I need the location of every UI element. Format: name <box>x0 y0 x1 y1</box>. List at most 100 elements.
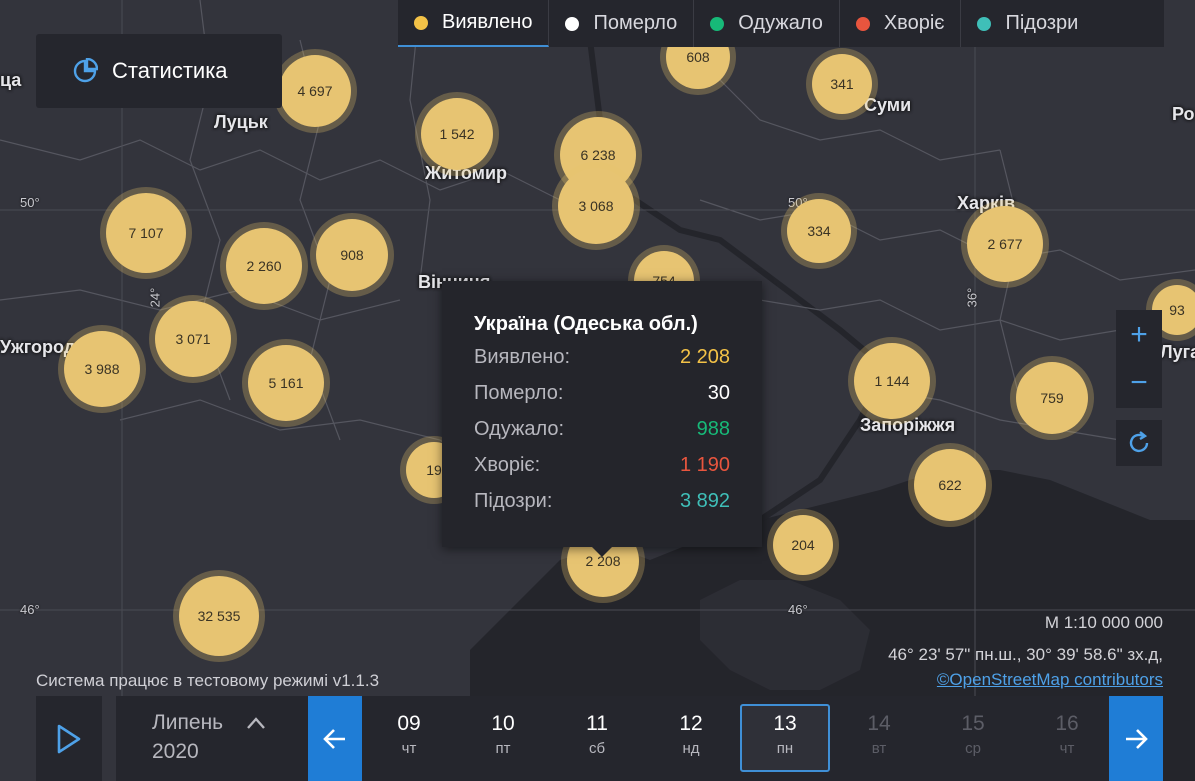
statistics-label: Статистика <box>112 58 228 83</box>
zoom-out-button[interactable]: − <box>1130 366 1148 399</box>
cluster-marker[interactable]: 908 <box>310 213 394 297</box>
cluster-marker[interactable]: 3 988 <box>58 325 146 413</box>
longitude-label: 36° <box>964 287 980 308</box>
cluster-marker[interactable]: 1 144 <box>848 337 936 425</box>
map-scale: М 1:10 000 000 <box>1044 613 1163 632</box>
osm-attribution-link[interactable]: ©OpenStreetMap contributors <box>936 670 1163 689</box>
day-16[interactable]: 16 чт <box>1020 696 1114 781</box>
day-weekday: пн <box>776 740 794 757</box>
latitude-label: 46° <box>20 602 40 617</box>
day-number: 11 <box>586 712 608 735</box>
cluster-marker[interactable]: 341 <box>806 48 878 120</box>
layer-tabs: Виявлено Померло Одужало Хворіє Підозри <box>398 0 1164 47</box>
tab-deaths[interactable]: Померло <box>549 0 695 47</box>
day-11[interactable]: 11 сб <box>550 696 644 781</box>
day-12[interactable]: 12 нд <box>644 696 738 781</box>
cluster-marker[interactable]: 2 677 <box>961 200 1049 288</box>
latitude-label: 46° <box>788 602 808 617</box>
dot-icon <box>414 15 428 30</box>
chevron-up-icon <box>247 717 265 729</box>
popup-row-suspected: Підозри: 3 892 <box>474 490 730 513</box>
cluster-marker[interactable]: 3 068 <box>552 162 640 250</box>
popup-value: 1 190 <box>679 454 730 476</box>
cluster-marker[interactable]: 759 <box>1010 356 1094 440</box>
city-label-zaporizhzhia: Запоріжжя <box>860 415 956 435</box>
dot-icon <box>710 16 725 31</box>
popup-row-recovered: Одужало: 988 <box>474 418 730 441</box>
day-strip: 09 чт 10 пт 11 сб 12 нд 13 пн 14 вт 15 ср 16 чт <box>362 696 1109 781</box>
cluster-count: 3 068 <box>558 168 634 244</box>
day-number: 16 <box>1055 712 1079 735</box>
cluster-marker[interactable]: 5 161 <box>242 339 330 427</box>
cluster-marker[interactable]: 3 071 <box>149 295 237 383</box>
tab-label: Хворіє <box>883 12 945 34</box>
cluster-count: 7 107 <box>106 193 186 273</box>
day-weekday: сб <box>588 740 606 757</box>
day-13[interactable]: 13 пн <box>738 696 832 781</box>
crimea <box>700 580 870 690</box>
cluster-count: 2 677 <box>967 206 1043 282</box>
cluster-marker[interactable]: 2 260 <box>220 222 308 310</box>
popup-row-deaths: Померло: 30 <box>474 382 730 405</box>
popup-title: Україна (Одеська обл.) <box>474 313 698 335</box>
day-14[interactable]: 14 вт <box>832 696 926 781</box>
system-status-message: Система працює в тестовому режимі v1.1.3 <box>36 671 380 690</box>
city-label-uzhhorod: Ужгород <box>0 337 76 357</box>
prev-day-button[interactable] <box>308 696 362 781</box>
cluster-marker[interactable]: 7 107 <box>100 187 192 279</box>
tab-sick[interactable]: Хворіє <box>840 0 962 47</box>
city-label-sumy: Суми <box>864 95 912 115</box>
cluster-count: 1 144 <box>854 343 930 419</box>
arrow-left-icon <box>323 728 345 749</box>
refresh-icon <box>1129 431 1149 453</box>
reset-view-button[interactable] <box>1116 420 1162 466</box>
day-weekday: вт <box>871 740 887 757</box>
popup-value: 30 <box>707 382 730 404</box>
day-number: 15 <box>961 712 985 735</box>
month-selector[interactable]: Липень 2020 <box>116 696 308 781</box>
tab-detected[interactable]: Виявлено <box>398 0 550 47</box>
timeline-bar: Липень 2020 09 чт 10 пт 11 сб 12 нд 13 пн 14 вт 15 ср… <box>36 696 1163 781</box>
popup-value: 3 892 <box>679 490 730 512</box>
popup-value: 988 <box>696 418 730 440</box>
day-09[interactable]: 09 чт <box>362 696 456 781</box>
city-label-luhansk: Луга <box>1160 342 1195 362</box>
day-10[interactable]: 10 пт <box>456 696 550 781</box>
dot-icon <box>565 16 580 31</box>
tab-label: Підозри <box>1005 12 1079 34</box>
popup-row-detected: Виявлено: 2 208 <box>474 346 730 369</box>
day-weekday: пт <box>495 740 511 757</box>
dot-icon <box>855 16 870 31</box>
latitude-label: 50° <box>20 195 40 210</box>
cluster-count: 204 <box>773 515 833 575</box>
cursor-coordinates: 46° 23' 57" пн.ш., 30° 39' 58.6" зх.д, <box>888 645 1163 664</box>
next-day-button[interactable] <box>1109 696 1163 781</box>
cluster-marker[interactable]: 334 <box>781 193 857 269</box>
region-popup: Україна (Одеська обл.) Виявлено: 2 208 По… <box>442 281 762 557</box>
cluster-marker[interactable]: 622 <box>908 443 992 527</box>
day-15[interactable]: 15 ср <box>926 696 1020 781</box>
play-button[interactable] <box>36 696 102 781</box>
cluster-count: 759 <box>1016 362 1088 434</box>
longitude-label: 24° <box>147 287 163 308</box>
day-weekday: чт <box>401 740 417 757</box>
cluster-count: 32 535 <box>179 576 259 656</box>
day-weekday: чт <box>1059 740 1075 757</box>
cluster-count: 4 697 <box>279 55 351 127</box>
day-number: 12 <box>679 712 703 735</box>
statistics-button[interactable]: Статистика <box>36 34 282 108</box>
tab-label: Виявлено <box>442 11 533 33</box>
cluster-count: 622 <box>914 449 986 521</box>
zoom-in-button[interactable]: + <box>1130 318 1148 351</box>
popup-row-sick: Хворіє: 1 190 <box>474 454 730 477</box>
cluster-marker[interactable]: 1 542 <box>415 92 499 176</box>
tab-suspected[interactable]: Підозри <box>961 0 1094 47</box>
cluster-count: 334 <box>787 199 851 263</box>
cluster-marker[interactable]: 204 <box>767 509 839 581</box>
tab-recovered[interactable]: Одужало <box>694 0 840 47</box>
cluster-count: 3 071 <box>155 301 231 377</box>
cluster-marker[interactable]: 4 697 <box>273 49 357 133</box>
tab-label: Одужало <box>738 12 823 34</box>
cluster-marker[interactable]: 32 535 <box>173 570 265 662</box>
cluster-count: 2 260 <box>226 228 302 304</box>
